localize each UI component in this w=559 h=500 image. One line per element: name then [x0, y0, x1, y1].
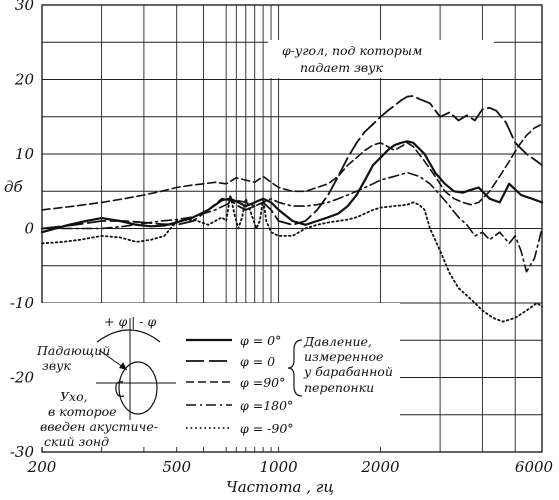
incident-label-2: звук — [42, 358, 71, 373]
series-line-4 — [41, 171, 543, 273]
y-tick-label: -20 — [10, 369, 35, 387]
legend-brace — [287, 339, 303, 397]
y-tick-label: 30 — [15, 0, 35, 14]
annotation-box — [268, 40, 494, 78]
ear-label-4: ский зонд — [44, 434, 109, 449]
legend-label: φ = -90° — [240, 421, 294, 436]
legend-label: φ = 0° — [240, 333, 281, 348]
ray-arrow — [119, 362, 127, 370]
legend-note-line: Давление, — [303, 334, 372, 349]
y-tick-label: 20 — [14, 71, 35, 89]
x-tick-label: 200 — [27, 458, 57, 476]
legend-label: φ =180° — [240, 398, 293, 413]
inset-angle-label: + φ | - φ — [104, 314, 157, 329]
y-axis-label: дб — [4, 178, 24, 196]
y-tick-label: -10 — [10, 294, 35, 312]
legend-note-line: перепонки — [304, 380, 374, 395]
ear-label-3: введен акустиче- — [40, 419, 158, 434]
legend-box — [32, 303, 400, 447]
y-tick-labels: 30 20 10 0 -10 -20 -30 — [10, 0, 35, 461]
angle-arc — [96, 329, 161, 343]
series-line-3 — [41, 123, 543, 211]
series-line-1 — [40, 140, 544, 234]
series-layer — [40, 95, 544, 323]
x-tick-label: 1000 — [260, 458, 299, 476]
y-tick-label: 10 — [15, 145, 35, 163]
y-tick-label: 0 — [24, 220, 34, 238]
legend-note-line: у барабанной — [303, 364, 393, 379]
x-tick-label: 6000 — [515, 458, 554, 476]
legend-label: φ =90° — [240, 375, 285, 390]
legend-note-line: измеренное — [304, 349, 383, 364]
head-icon — [118, 361, 158, 415]
x-axis-label: Частота , гц — [226, 478, 334, 496]
annotation-line-2: падает звук — [300, 60, 383, 75]
y-tick-label: -30 — [10, 443, 35, 461]
ear-label-1: Ухо, — [60, 389, 88, 404]
series-line-2 — [41, 95, 543, 230]
x-tick-label: 500 — [162, 458, 191, 476]
annotation-line-1: φ-угол, под которым — [282, 43, 422, 58]
incident-label-1: Падающий — [36, 343, 110, 358]
ear-icon — [115, 381, 125, 397]
series-line-5 — [41, 194, 543, 323]
x-tick-labels: 200 500 1000 2000 6000 — [27, 458, 554, 476]
legend: φ = 0° φ = 0 φ =90° φ =180° φ = -90° Давление… — [186, 333, 393, 436]
x-tick-label: 2000 — [360, 458, 400, 476]
legend-label: φ = 0 — [240, 354, 275, 369]
ear-label-2: в которое — [48, 404, 117, 419]
inset-illustration — [96, 318, 176, 420]
